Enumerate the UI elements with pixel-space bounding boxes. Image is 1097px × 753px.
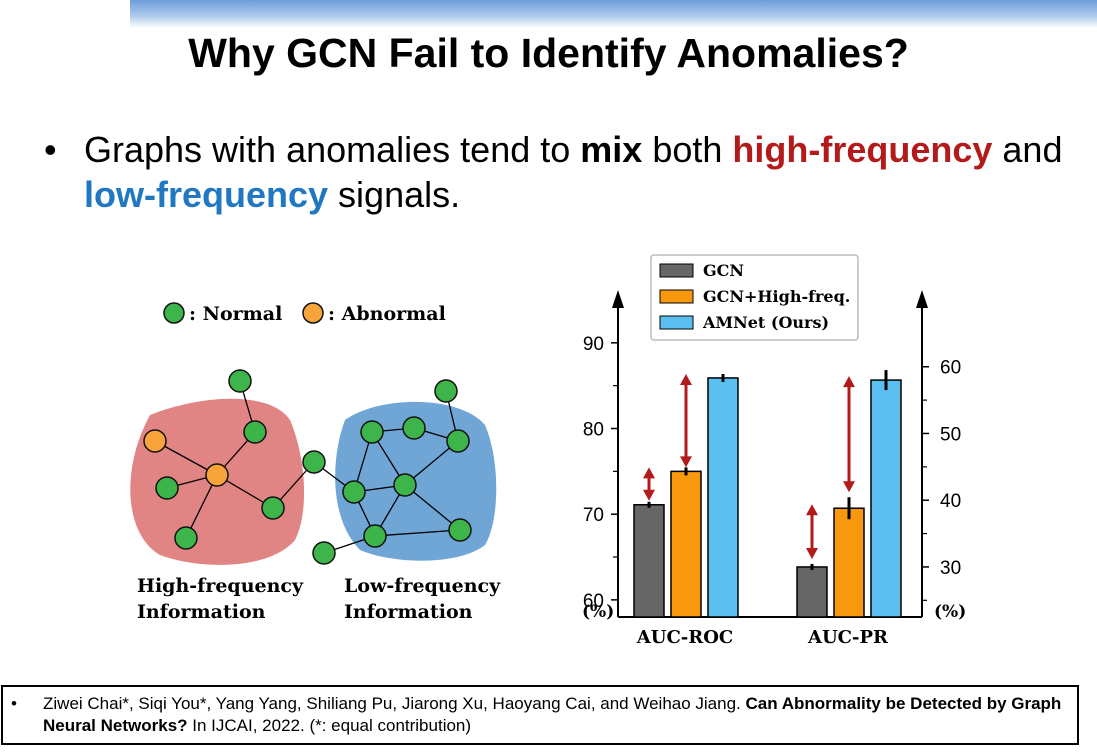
right-axis-unit: (%) bbox=[934, 602, 966, 622]
right-tick-label: 50 bbox=[940, 424, 961, 445]
right-tick-label: 60 bbox=[940, 358, 961, 379]
legend-label-gcn: GCN bbox=[703, 261, 744, 280]
normal-node bbox=[446, 429, 470, 453]
slide-title: Why GCN Fail to Identify Anomalies? bbox=[188, 30, 909, 76]
gap-arrow-head bbox=[643, 467, 655, 479]
normal-node bbox=[155, 476, 179, 500]
citation-box: • Ziwei Chai*, Siqi You*, Yang Yang, Shi… bbox=[1, 685, 1079, 745]
bar-gcn-auc-pr bbox=[796, 566, 828, 618]
normal-node bbox=[402, 416, 426, 440]
normal-node bbox=[448, 518, 472, 542]
left-tick-label: 80 bbox=[583, 420, 604, 441]
left-tick-label: 90 bbox=[583, 334, 604, 355]
legend-swatch-amnet bbox=[659, 315, 694, 330]
normal-node bbox=[261, 496, 285, 520]
left-axis-arrow bbox=[612, 290, 624, 308]
legend-normal-label: : Normal bbox=[189, 303, 282, 325]
chart-legend-box bbox=[650, 254, 859, 341]
gap-arrow-head bbox=[806, 547, 818, 559]
normal-node bbox=[302, 450, 326, 474]
abnormal-node bbox=[143, 429, 167, 453]
right-tick-label: 30 bbox=[940, 558, 961, 579]
bar-gcn-high-freq--auc-pr bbox=[833, 507, 865, 618]
legend-swatch-gcn-high bbox=[659, 289, 694, 304]
gap-arrow-head bbox=[643, 489, 655, 501]
normal-node bbox=[243, 420, 267, 444]
legend-swatch-gcn bbox=[659, 263, 694, 278]
normal-node bbox=[363, 524, 387, 548]
gap-arrow-head bbox=[680, 373, 692, 385]
left-axis-unit: (%) bbox=[582, 602, 614, 622]
category-label-auc-roc: AUC-ROC bbox=[636, 627, 733, 648]
legend-abnormal-swatch bbox=[302, 302, 324, 324]
bullet-text-pre: Graphs with anomalies tend to bbox=[84, 129, 581, 170]
bullet-text-mid2: and bbox=[992, 129, 1063, 170]
legend-abnormal-label: : Abnormal bbox=[328, 303, 446, 325]
right-axis-arrow bbox=[916, 290, 928, 308]
bullet-text: Graphs with anomalies tend to mix both h… bbox=[84, 127, 1084, 217]
header-gradient-bar bbox=[0, 0, 1097, 28]
gap-arrow-head bbox=[680, 456, 692, 468]
right-tick-label: 40 bbox=[940, 491, 961, 512]
bar-amnet-ours--auc-roc bbox=[707, 377, 739, 618]
left-tick-label: 60 bbox=[583, 591, 604, 612]
bar-amnet-ours--auc-pr bbox=[870, 379, 902, 618]
gap-arrow-head bbox=[843, 481, 855, 493]
citation-text: Ziwei Chai*, Siqi You*, Yang Yang, Shili… bbox=[43, 693, 1063, 737]
citation-paper-title: Can Abnormality be Detected by Graph Neu… bbox=[43, 694, 1062, 735]
bar-gcn-high-freq--auc-roc bbox=[670, 470, 702, 618]
citation-bullet: • bbox=[11, 694, 17, 713]
left-tick-label: 70 bbox=[583, 505, 604, 526]
normal-node bbox=[434, 379, 458, 403]
citation-authors: Ziwei Chai*, Siqi You*, Yang Yang, Shili… bbox=[43, 694, 746, 713]
citation-venue: In IJCAI, 2022. (*: equal contribution) bbox=[187, 716, 472, 735]
abnormal-node bbox=[205, 463, 229, 487]
bar-gcn-auc-roc bbox=[633, 504, 665, 618]
auc-bar-chart: 60 70 80 90 30 40 50 60 (%) (%) AUC-ROC AUC-PR… bbox=[582, 254, 966, 648]
high-frequency-label-1: High-frequency bbox=[137, 575, 304, 597]
bullet-text-low: low-frequency bbox=[84, 174, 329, 215]
bullet-dot: • bbox=[44, 129, 57, 170]
normal-node bbox=[312, 541, 336, 565]
bullet-text-post: signals. bbox=[328, 174, 461, 215]
legend-label-gcn-high: GCN+High-freq. bbox=[703, 287, 850, 306]
category-label-auc-pr: AUC-PR bbox=[807, 627, 889, 648]
normal-node bbox=[228, 369, 252, 393]
normal-node bbox=[174, 526, 198, 550]
normal-node bbox=[393, 473, 417, 497]
high-frequency-label-2: Information bbox=[137, 601, 266, 623]
gap-arrow-head bbox=[806, 504, 818, 516]
graph-illustration: : Normal : Abnormal High-frequency Infor… bbox=[130, 302, 501, 623]
legend-label-amnet: AMNet (Ours) bbox=[702, 313, 829, 332]
bullet-text-high: high-frequency bbox=[732, 129, 993, 170]
low-frequency-label-2: Information bbox=[344, 601, 473, 623]
low-frequency-label-1: Low-frequency bbox=[344, 575, 501, 597]
normal-node bbox=[360, 420, 384, 444]
gap-arrow-head bbox=[843, 376, 855, 388]
normal-node bbox=[342, 480, 366, 504]
legend-normal-swatch bbox=[163, 302, 185, 324]
header-notch bbox=[0, 0, 130, 30]
bullet-text-mid1: both bbox=[642, 129, 733, 170]
bullet-text-mix: mix bbox=[580, 129, 643, 170]
